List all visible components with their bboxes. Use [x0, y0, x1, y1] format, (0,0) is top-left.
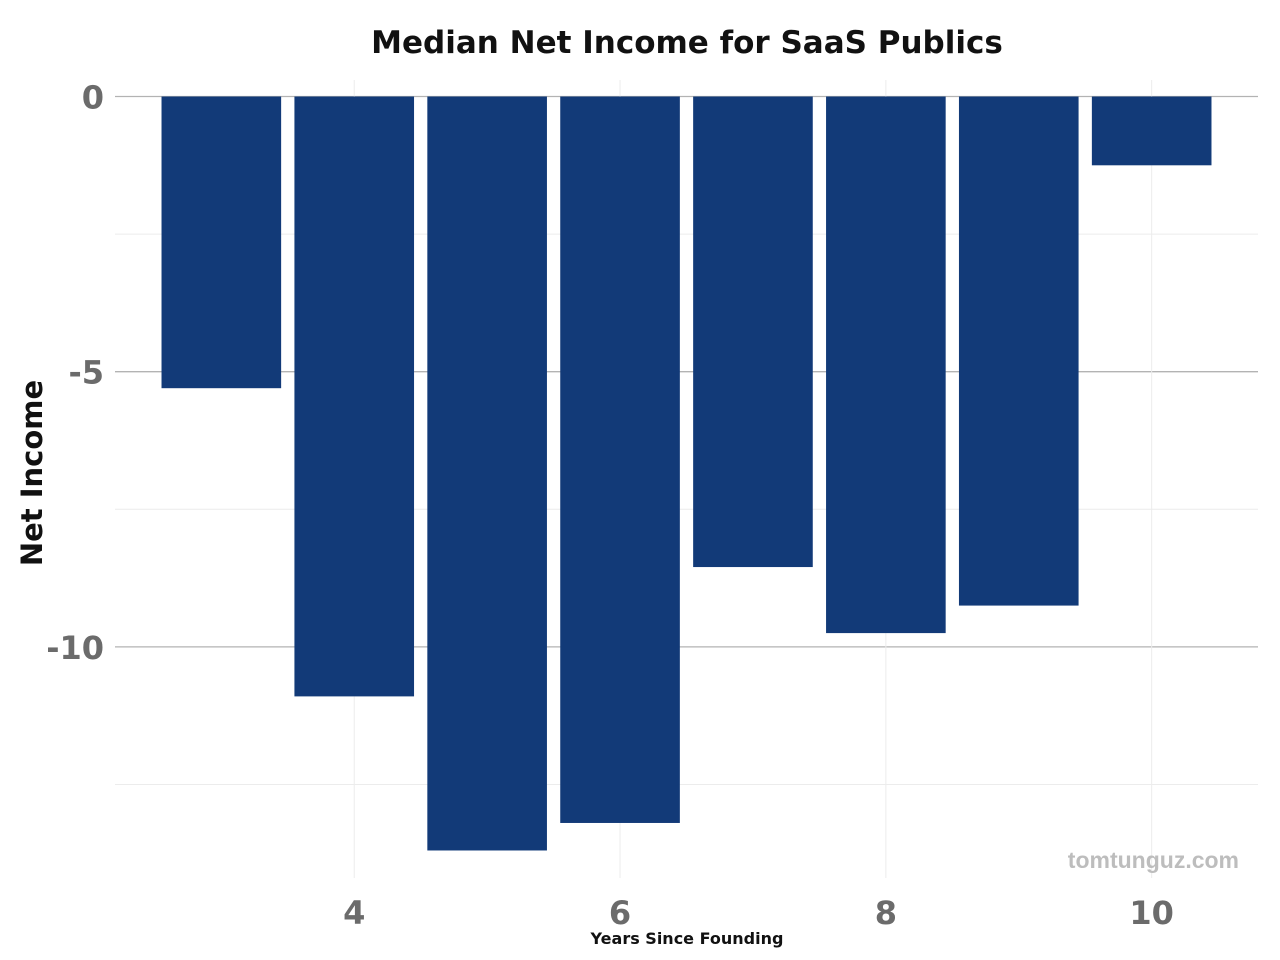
bar-year-7 — [693, 96, 813, 568]
x-tick-label: 8 — [875, 894, 897, 932]
y-axis-label: Net Income — [15, 380, 49, 566]
x-tick-label: 10 — [1129, 894, 1174, 932]
bars — [161, 96, 1212, 851]
x-tick-label: 4 — [343, 894, 365, 932]
grid-lines — [115, 80, 1258, 878]
x-axis-ticks: 4 6 8 10 — [343, 894, 1174, 932]
bar-year-6 — [560, 96, 680, 823]
bar-year-4 — [294, 96, 415, 697]
bar-year-5 — [427, 96, 547, 851]
bar-year-3 — [161, 96, 282, 389]
chart-title: Median Net Income for SaaS Publics — [371, 25, 1003, 61]
x-tick-label: 6 — [609, 894, 631, 932]
y-tick-label: 0 — [82, 79, 104, 117]
y-tick-label: -10 — [46, 629, 104, 667]
x-axis-label: Years Since Founding — [590, 929, 784, 948]
y-axis-ticks: 0 -5 -10 — [46, 79, 104, 667]
bar-year-9 — [958, 96, 1079, 606]
bar-year-8 — [826, 96, 946, 634]
watermark-text: tomtunguz.com — [1068, 847, 1239, 873]
bar-year-10 — [1091, 96, 1212, 166]
y-tick-label: -5 — [68, 354, 104, 392]
